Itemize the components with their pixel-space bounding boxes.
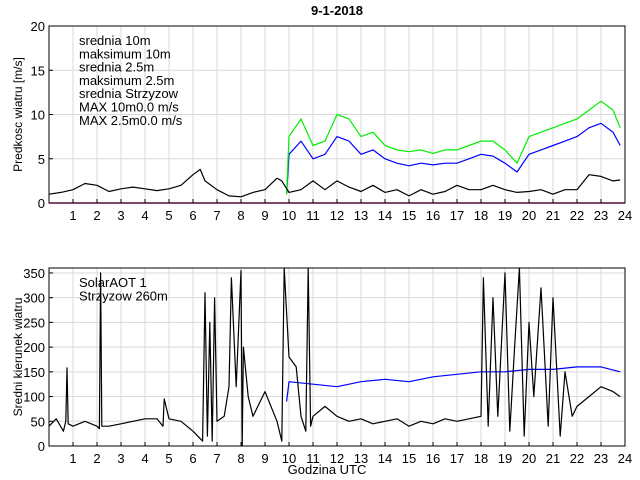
x-tick-label: 5 (165, 208, 172, 223)
x-tick-label: 23 (594, 451, 608, 466)
y-tick-label: 5 (38, 152, 45, 167)
legend-entry: maksimum 10m (79, 46, 171, 61)
x-tick-label: 18 (474, 208, 488, 223)
x-tick-label: 17 (450, 208, 464, 223)
x-tick-label: 5 (165, 451, 172, 466)
x-tick-label: 12 (330, 208, 344, 223)
x-tick-label: 10 (282, 451, 296, 466)
x-tick-label: 14 (378, 208, 392, 223)
legend-entry: SolarAOT 1 (79, 275, 147, 290)
y-tick-label: 15 (31, 63, 45, 78)
legend-entry: maksimum 2.5m (79, 73, 174, 88)
x-tick-label: 23 (594, 208, 608, 223)
x-tick-label: 6 (189, 208, 196, 223)
y-tick-label: 0 (38, 439, 45, 454)
x-tick-label: 11 (306, 451, 320, 466)
legend-entry: srednia 2.5m (79, 60, 154, 75)
x-tick-label: 24 (618, 208, 632, 223)
x-tick-label: 18 (474, 451, 488, 466)
y-tick-label: 100 (23, 390, 45, 405)
x-tick-label: 21 (546, 208, 560, 223)
x-tick-label: 13 (354, 208, 368, 223)
x-tick-label: 22 (570, 451, 584, 466)
legend-entry: srednia Strzyzow (79, 86, 179, 101)
y-tick-label: 20 (31, 19, 45, 34)
x-tick-label: 6 (189, 451, 196, 466)
chart-title: 9-1-2018 (311, 3, 363, 18)
x-tick-label: 14 (378, 451, 392, 466)
series-line-solaraot-1 (286, 366, 621, 402)
legend-entry: MAX 10m0.0 m/s (79, 100, 179, 115)
y-axis-label: Predkosc wiatru [m/s] (11, 57, 25, 172)
x-tick-label: 12 (330, 451, 344, 466)
x-tick-label: 13 (354, 451, 368, 466)
x-tick-label: 17 (450, 451, 464, 466)
x-tick-label: 4 (141, 208, 148, 223)
series-line-maksimum-10m (286, 100, 621, 195)
x-tick-label: 19 (498, 208, 512, 223)
series-line-srednia-strzyzow (48, 168, 621, 198)
x-tick-label: 1 (69, 208, 76, 223)
x-tick-label: 21 (546, 451, 560, 466)
y-tick-label: 150 (23, 365, 45, 380)
y-axis-label: Sredni kierunek wiatru (11, 298, 25, 417)
y-tick-label: 250 (23, 315, 45, 330)
y-tick-label: 200 (23, 340, 45, 355)
x-tick-label: 7 (213, 208, 220, 223)
x-tick-label: 4 (141, 451, 148, 466)
x-tick-label: 1 (69, 451, 76, 466)
x-tick-label: 24 (618, 451, 632, 466)
x-tick-label: 8 (237, 451, 244, 466)
x-tick-label: 20 (522, 451, 536, 466)
legend-entry: MAX 2.5m0.0 m/s (79, 113, 183, 128)
chart-panel-1: 1 2 3 4 5 6 7 8 9 10 11 12 13 14 15 16 17 18 19 20 21 22 23 240… (11, 3, 632, 223)
x-tick-label: 11 (306, 208, 320, 223)
legend-entry: Strzyzow 260m (79, 288, 168, 303)
x-axis-label: Godzina UTC (288, 462, 367, 477)
x-tick-label: 2 (93, 208, 100, 223)
x-tick-label: 22 (570, 208, 584, 223)
chart-panel-2: 1 2 3 4 5 6 7 8 9 10 11 12 13 14 15 16 17 18 19 20 21 22 23 240… (11, 266, 632, 477)
y-tick-label: 10 (31, 108, 45, 123)
series-line-srednia-10m (286, 122, 621, 195)
x-tick-label: 15 (402, 451, 416, 466)
x-tick-label: 19 (498, 451, 512, 466)
y-tick-label: 300 (23, 291, 45, 306)
x-tick-label: 15 (402, 208, 416, 223)
y-tick-label: 350 (23, 266, 45, 281)
y-tick-label: 0 (38, 196, 45, 211)
x-tick-label: 9 (261, 208, 268, 223)
x-tick-label: 8 (237, 208, 244, 223)
x-tick-label: 9 (261, 451, 268, 466)
x-tick-label: 10 (282, 208, 296, 223)
x-tick-label: 16 (426, 451, 440, 466)
x-tick-label: 20 (522, 208, 536, 223)
x-tick-label: 16 (426, 208, 440, 223)
y-tick-label: 50 (31, 414, 45, 429)
x-tick-label: 3 (117, 208, 124, 223)
x-tick-label: 7 (213, 451, 220, 466)
x-tick-label: 2 (93, 451, 100, 466)
x-tick-label: 3 (117, 451, 124, 466)
legend-entry: srednia 10m (79, 33, 151, 48)
